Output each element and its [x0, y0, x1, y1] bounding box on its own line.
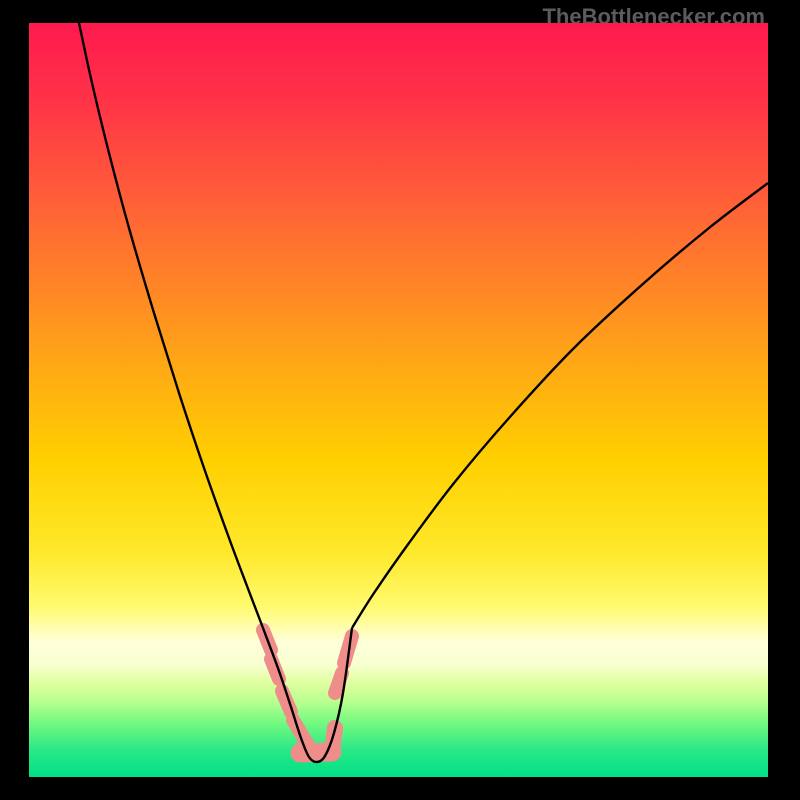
gradient-background	[29, 23, 768, 777]
chart-svg	[29, 23, 768, 777]
chart-inner	[29, 23, 768, 777]
dash-segment	[335, 673, 342, 693]
stage: TheBottlenecker.com	[0, 0, 800, 800]
